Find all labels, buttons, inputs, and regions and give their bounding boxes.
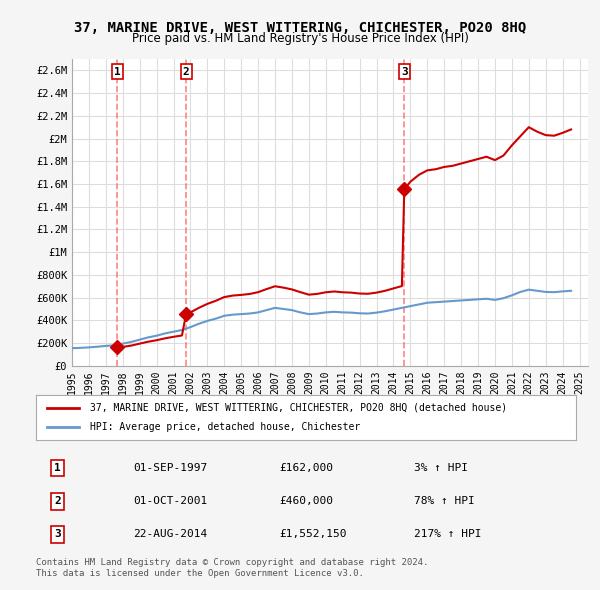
Text: 37, MARINE DRIVE, WEST WITTERING, CHICHESTER, PO20 8HQ: 37, MARINE DRIVE, WEST WITTERING, CHICHE… <box>74 21 526 35</box>
Text: 3% ↑ HPI: 3% ↑ HPI <box>414 463 468 473</box>
Text: 01-OCT-2001: 01-OCT-2001 <box>133 496 208 506</box>
Text: 3: 3 <box>401 67 407 77</box>
Text: 1: 1 <box>54 463 61 473</box>
Text: £162,000: £162,000 <box>279 463 333 473</box>
Text: 3: 3 <box>54 529 61 539</box>
Text: 37, MARINE DRIVE, WEST WITTERING, CHICHESTER, PO20 8HQ (detached house): 37, MARINE DRIVE, WEST WITTERING, CHICHE… <box>90 403 507 412</box>
Text: 01-SEP-1997: 01-SEP-1997 <box>133 463 208 473</box>
Text: 2: 2 <box>183 67 190 77</box>
Text: 22-AUG-2014: 22-AUG-2014 <box>133 529 208 539</box>
Text: 217% ↑ HPI: 217% ↑ HPI <box>414 529 482 539</box>
Text: £1,552,150: £1,552,150 <box>279 529 347 539</box>
Text: This data is licensed under the Open Government Licence v3.0.: This data is licensed under the Open Gov… <box>36 569 364 578</box>
Text: 2: 2 <box>54 496 61 506</box>
Text: £460,000: £460,000 <box>279 496 333 506</box>
Text: HPI: Average price, detached house, Chichester: HPI: Average price, detached house, Chic… <box>90 422 360 432</box>
Text: 1: 1 <box>114 67 121 77</box>
Text: Contains HM Land Registry data © Crown copyright and database right 2024.: Contains HM Land Registry data © Crown c… <box>36 558 428 566</box>
Text: 78% ↑ HPI: 78% ↑ HPI <box>414 496 475 506</box>
Text: Price paid vs. HM Land Registry's House Price Index (HPI): Price paid vs. HM Land Registry's House … <box>131 32 469 45</box>
